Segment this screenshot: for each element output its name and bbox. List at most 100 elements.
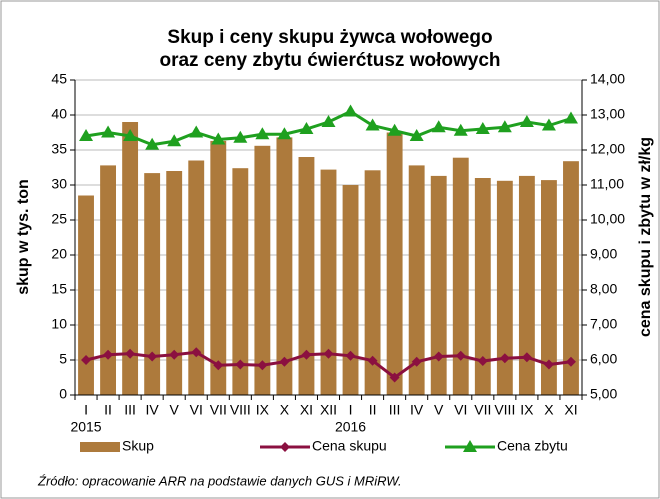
marker <box>387 123 402 136</box>
bar <box>100 165 117 395</box>
marker <box>147 351 158 362</box>
y2-tick-label: 9,00 <box>590 246 617 262</box>
bar <box>210 140 227 395</box>
marker <box>499 353 510 364</box>
bar <box>166 171 183 395</box>
marker <box>519 115 534 127</box>
marker <box>257 360 268 371</box>
source-note: Źródło: opracowanie ARR na podstawie dan… <box>37 473 402 488</box>
y-tick-label: 15 <box>51 281 67 297</box>
y2-tick-label: 12,00 <box>590 141 625 157</box>
bar <box>474 178 491 395</box>
legend-label: Cena zbytu <box>497 438 568 454</box>
x-tick-label: X <box>280 402 290 418</box>
marker <box>101 125 116 138</box>
marker <box>189 125 204 138</box>
marker <box>301 349 312 360</box>
marker <box>169 349 180 360</box>
bar <box>254 145 271 395</box>
chart-title: oraz ceny zbytu ćwierćtusz wołowych <box>159 50 500 71</box>
bar <box>144 173 161 395</box>
marker <box>409 129 424 141</box>
legend-swatch <box>80 442 120 452</box>
y2-tick-label: 11,00 <box>590 176 624 192</box>
y2-axis-label: cena skupu i zbytu w zł/kg <box>637 137 654 337</box>
y2-tick-label: 6,00 <box>590 351 617 367</box>
x-tick-label: VI <box>190 402 203 418</box>
marker <box>543 359 554 370</box>
bar <box>320 169 337 395</box>
marker <box>299 122 314 134</box>
x-group-label: 2016 <box>335 419 366 435</box>
y-tick-label: 25 <box>51 211 67 227</box>
marker <box>81 355 92 365</box>
marker <box>433 351 444 362</box>
x-tick-label: I <box>84 402 88 418</box>
marker <box>453 123 468 136</box>
x-tick-label: VII <box>474 402 491 418</box>
bar <box>364 170 381 395</box>
x-tick-label: X <box>544 402 554 418</box>
x-tick-label: VI <box>454 402 467 418</box>
y2-tick-label: 8,00 <box>590 281 617 297</box>
y-axis-label: skup w tys. ton <box>15 179 32 295</box>
marker <box>323 348 334 359</box>
marker <box>497 120 512 133</box>
marker <box>477 356 488 367</box>
y-tick-label: 5 <box>59 351 67 367</box>
y2-tick-label: 14,00 <box>590 71 625 87</box>
marker <box>343 104 358 117</box>
marker <box>365 118 380 131</box>
marker <box>167 134 182 147</box>
x-tick-label: IV <box>410 402 424 418</box>
y2-tick-label: 13,00 <box>590 106 625 122</box>
marker <box>455 350 466 361</box>
marker <box>565 356 576 367</box>
chart-title: Skup i ceny skupu żywca wołowego <box>167 27 492 48</box>
marker <box>321 115 336 127</box>
x-tick-label: V <box>434 402 444 418</box>
x-tick-label: XI <box>564 402 577 418</box>
bar <box>386 132 403 395</box>
bar <box>188 160 205 395</box>
marker <box>255 127 270 140</box>
x-tick-label: III <box>124 402 136 418</box>
x-tick-label: VIII <box>494 402 515 418</box>
y2-tick-label: 10,00 <box>590 211 625 227</box>
marker <box>345 350 356 361</box>
marker <box>541 118 556 131</box>
x-tick-label: V <box>170 402 180 418</box>
marker <box>521 352 532 363</box>
x-tick-label: XII <box>320 402 337 418</box>
marker <box>463 440 477 452</box>
marker <box>103 349 114 360</box>
x-tick-label: II <box>369 402 377 418</box>
y-tick-label: 0 <box>59 386 67 402</box>
x-tick-label: III <box>389 402 401 418</box>
marker <box>431 120 446 133</box>
bar <box>122 122 139 395</box>
x-tick-label: II <box>104 402 112 418</box>
bar <box>540 180 557 395</box>
y-tick-label: 40 <box>51 106 67 122</box>
bar <box>518 175 535 395</box>
y-tick-label: 35 <box>51 141 67 157</box>
y-tick-label: 10 <box>51 316 67 332</box>
marker <box>411 356 422 367</box>
bar <box>298 157 315 395</box>
bar <box>276 137 293 395</box>
bar <box>78 195 94 395</box>
bar <box>232 168 249 395</box>
bar <box>452 157 469 395</box>
bar <box>408 165 425 395</box>
x-tick-label: I <box>349 402 353 418</box>
y-tick-label: 30 <box>51 176 67 192</box>
marker <box>389 372 400 383</box>
marker <box>563 111 578 124</box>
y-tick-label: 20 <box>51 246 67 262</box>
x-tick-label: VII <box>210 402 227 418</box>
x-tick-label: IV <box>146 402 160 418</box>
bar <box>563 161 579 395</box>
y-tick-label: 45 <box>51 71 67 87</box>
